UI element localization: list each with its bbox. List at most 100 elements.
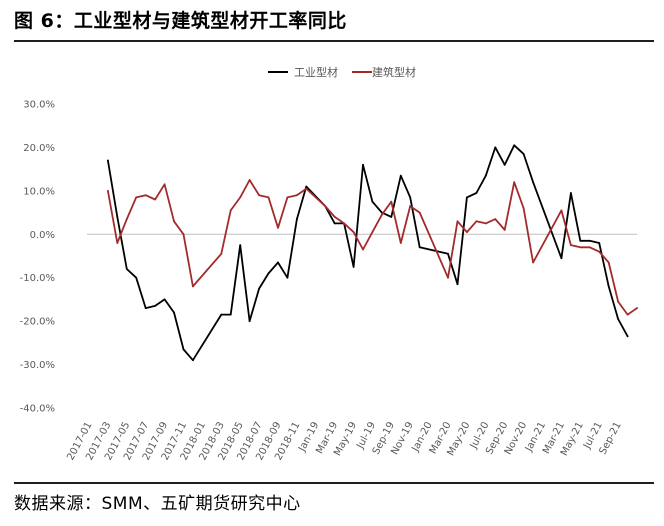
data-point: [626, 335, 629, 338]
data-point: [579, 246, 582, 249]
y-tick-label: 30.0%: [23, 100, 55, 111]
data-point: [617, 318, 619, 320]
series-line: [107, 179, 638, 316]
data-point: [390, 216, 393, 218]
data-point: [371, 231, 374, 234]
data-point: [277, 226, 279, 229]
data-point: [135, 276, 138, 279]
data-point: [484, 222, 487, 225]
data-point: [286, 276, 289, 279]
data-point: [154, 198, 157, 201]
data-point: [258, 287, 260, 290]
source-divider: [14, 482, 654, 484]
data-point: [447, 276, 449, 279]
data-point: [503, 163, 506, 166]
data-point: [192, 359, 194, 362]
data-point: [560, 209, 563, 212]
data-point: [475, 192, 478, 194]
data-point: [362, 163, 364, 166]
data-point: [116, 242, 119, 244]
data-point: [248, 179, 251, 181]
data-point: [154, 305, 157, 307]
data-point: [560, 257, 563, 260]
line-chart: 工业型材 建筑型材 30.0% 20.0% 10.0% 0.0% -10.0% -20.0%…: [20, 65, 638, 462]
data-point: [399, 242, 402, 244]
data-point: [107, 159, 109, 162]
data-point: [163, 183, 166, 186]
data-point: [494, 146, 497, 149]
y-tick-label: 10.0%: [23, 186, 55, 197]
legend-label: 建筑型材: [372, 65, 416, 79]
y-tick-label: 20.0%: [23, 143, 55, 154]
data-point: [475, 220, 478, 223]
data-point: [296, 194, 298, 197]
data-point: [182, 233, 185, 236]
figure-source: 数据来源：SMM、五矿期货研究中心: [14, 494, 301, 514]
data-point: [116, 216, 119, 218]
data-point: [570, 192, 572, 194]
data-point: [598, 250, 601, 253]
data-point: [607, 285, 610, 288]
data-point: [352, 266, 355, 268]
x-axis: 2017-012017-032017-052017-072017-092017-…: [65, 420, 623, 462]
data-point: [277, 261, 279, 264]
data-point: [333, 222, 336, 225]
series-line: [107, 144, 629, 362]
data-point: [163, 298, 166, 301]
y-tick-label: -30.0%: [20, 360, 55, 371]
data-point: [173, 220, 175, 223]
title-divider: [14, 40, 654, 42]
data-point: [513, 144, 516, 147]
data-point: [333, 216, 336, 218]
legend-item: 建筑型材: [352, 65, 416, 79]
data-point: [125, 218, 128, 221]
series-2: [107, 179, 638, 316]
data-point: [390, 200, 393, 203]
data-point: [267, 196, 270, 199]
data-point: [305, 187, 308, 190]
data-point: [447, 252, 449, 255]
data-point: [305, 185, 308, 188]
data-point: [494, 218, 497, 221]
data-point: [220, 313, 223, 316]
data-point: [607, 261, 610, 264]
series-1: [107, 144, 629, 362]
data-point: [484, 174, 487, 177]
data-point: [466, 231, 468, 234]
data-point: [229, 209, 232, 212]
y-tick-label: -20.0%: [20, 317, 55, 328]
data-point: [220, 252, 223, 255]
data-point: [229, 313, 232, 316]
y-tick-label: -40.0%: [20, 404, 55, 415]
chart-legend: 工业型材 建筑型材: [268, 65, 416, 79]
data-point: [617, 300, 619, 303]
data-point: [588, 239, 591, 242]
data-point: [532, 261, 534, 264]
legend-item: 工业型材: [268, 65, 338, 79]
data-point: [579, 239, 582, 242]
data-point: [352, 231, 355, 234]
data-point: [239, 244, 242, 247]
data-point: [588, 246, 591, 249]
data-point: [173, 311, 175, 314]
data-point: [286, 196, 289, 199]
data-point: [144, 194, 147, 197]
data-point: [418, 211, 421, 214]
data-point: [248, 320, 251, 322]
y-tick-label: -10.0%: [20, 273, 55, 284]
legend-label: 工业型材: [294, 65, 338, 79]
data-point: [570, 244, 572, 247]
data-point: [466, 196, 468, 199]
data-point: [239, 196, 242, 199]
data-point: [532, 181, 534, 184]
data-point: [598, 242, 601, 244]
data-point: [371, 200, 374, 203]
data-point: [456, 220, 459, 223]
data-point: [258, 194, 260, 197]
data-point: [636, 307, 638, 309]
y-axis: 30.0% 20.0% 10.0% 0.0% -10.0% -20.0% -30.0% -40…: [20, 100, 55, 415]
data-point: [418, 246, 421, 249]
data-point: [409, 205, 412, 208]
data-point: [324, 205, 327, 208]
data-point: [192, 285, 194, 288]
